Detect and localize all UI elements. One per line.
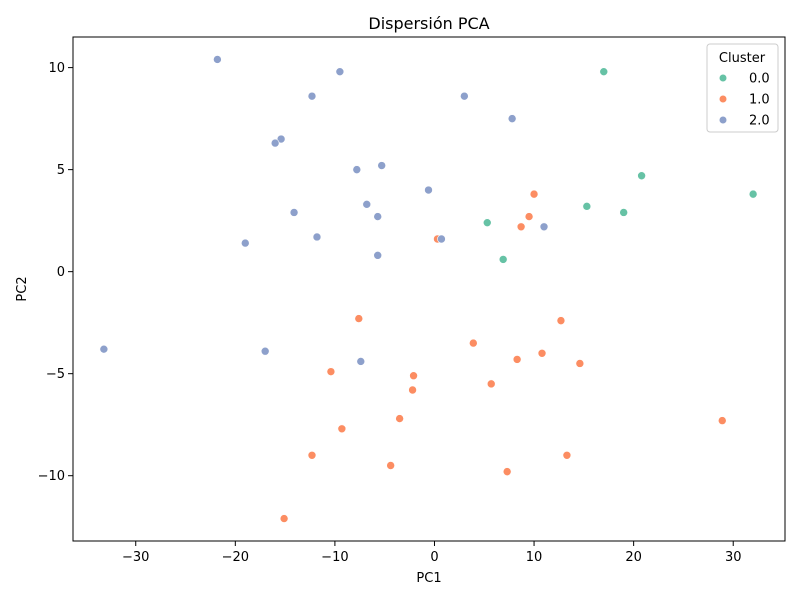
scatter-point-cluster-2.0 [307, 91, 317, 101]
scatter-point-cluster-2.0 [312, 232, 322, 242]
y-tick-label: 0 [57, 265, 65, 280]
scatter-point-cluster-1.0 [408, 385, 417, 395]
scatter-point-cluster-2.0 [276, 134, 286, 144]
legend-marker [719, 116, 727, 124]
legend-marker [719, 95, 727, 103]
scatter-point-cluster-1.0 [486, 379, 496, 389]
scatter-point-cluster-1.0 [409, 371, 418, 381]
scatter-point-cluster-0.0 [582, 202, 592, 211]
legend-entry-label: 2.0 [749, 114, 770, 129]
y-tick-label: 5 [57, 163, 65, 178]
x-tick-label: −30 [122, 550, 149, 565]
legend: Cluster 0.0 1.0 2.0 [706, 43, 779, 133]
scatter-point-cluster-0.0 [498, 255, 508, 264]
x-tick-label: 30 [725, 550, 742, 565]
x-tick-label: 0 [430, 550, 438, 565]
scatter-point-cluster-1.0 [512, 355, 522, 364]
scatter-point-cluster-1.0 [537, 348, 547, 358]
legend-marker [719, 74, 727, 82]
scatter-point-cluster-2.0 [437, 234, 446, 244]
scatter-point-cluster-1.0 [337, 424, 347, 434]
scatter-point-cluster-2.0 [424, 185, 433, 195]
scatter-point-cluster-1.0 [502, 467, 512, 476]
scatter-point-cluster-2.0 [270, 138, 280, 148]
x-tick-label: −10 [321, 550, 348, 565]
scatter-point-cluster-2.0 [377, 161, 386, 170]
scatter-point-cluster-1.0 [386, 461, 395, 470]
scatter-point-cluster-2.0 [335, 67, 345, 76]
x-tick-label: 20 [625, 550, 642, 565]
x-tick-label: −20 [222, 550, 249, 565]
scatter-point-cluster-2.0 [356, 357, 366, 366]
scatter-point-cluster-0.0 [748, 189, 758, 199]
data-points [99, 55, 758, 523]
x-axis-label: PC1 [416, 571, 441, 586]
scatter-point-cluster-1.0 [717, 416, 727, 425]
scatter-point-cluster-2.0 [362, 200, 372, 209]
scatter-point-cluster-1.0 [556, 316, 566, 325]
x-tick-label: 10 [526, 550, 543, 565]
scatter-point-cluster-0.0 [482, 218, 492, 227]
y-tick-label: 10 [48, 61, 65, 76]
scatter-point-cluster-1.0 [395, 414, 404, 423]
legend-entry-label: 1.0 [749, 93, 770, 108]
scatter-point-cluster-1.0 [524, 212, 534, 221]
plot-frame [72, 36, 786, 542]
scatter-point-cluster-2.0 [260, 346, 270, 356]
legend-entry-label: 0.0 [749, 72, 770, 87]
scatter-point-cluster-1.0 [562, 450, 572, 460]
scatter-point-cluster-2.0 [373, 212, 383, 221]
legend-items: 0.0 1.0 2.0 [719, 72, 770, 129]
scatter-point-cluster-2.0 [507, 114, 517, 123]
scatter-point-cluster-1.0 [575, 359, 585, 368]
legend-box [706, 43, 779, 133]
scatter-point-cluster-1.0 [469, 338, 478, 348]
scatter-point-cluster-1.0 [529, 189, 539, 199]
scatter-point-cluster-0.0 [637, 171, 646, 181]
y-tick-label: −5 [46, 367, 65, 382]
scatter-point-cluster-2.0 [213, 55, 222, 64]
scatter-point-cluster-1.0 [516, 222, 526, 232]
scatter-point-cluster-1.0 [354, 314, 364, 323]
scatter-point-cluster-1.0 [279, 514, 289, 523]
y-tick-label: −10 [38, 469, 65, 484]
scatter-point-cluster-2.0 [460, 91, 469, 101]
scatter-point-cluster-0.0 [619, 208, 628, 217]
scatter-point-cluster-2.0 [240, 238, 250, 248]
scatter-point-cluster-1.0 [326, 367, 336, 376]
y-axis-label: PC2 [15, 276, 30, 301]
scatter-point-cluster-2.0 [539, 222, 549, 232]
scatter-point-cluster-2.0 [99, 344, 109, 354]
scatter-point-cluster-2.0 [289, 208, 299, 217]
chart-title: Dispersión PCA [368, 14, 489, 33]
scatter-point-cluster-0.0 [599, 67, 609, 76]
x-axis-ticks: −30 −20 −10 0 10 20 30 [122, 541, 741, 565]
scatter-point-cluster-2.0 [352, 165, 362, 174]
legend-title: Cluster [719, 51, 766, 66]
scatter-point-cluster-2.0 [373, 251, 383, 260]
scatter-point-cluster-1.0 [307, 450, 317, 460]
y-axis-ticks: −10 −5 0 5 10 [38, 61, 73, 484]
